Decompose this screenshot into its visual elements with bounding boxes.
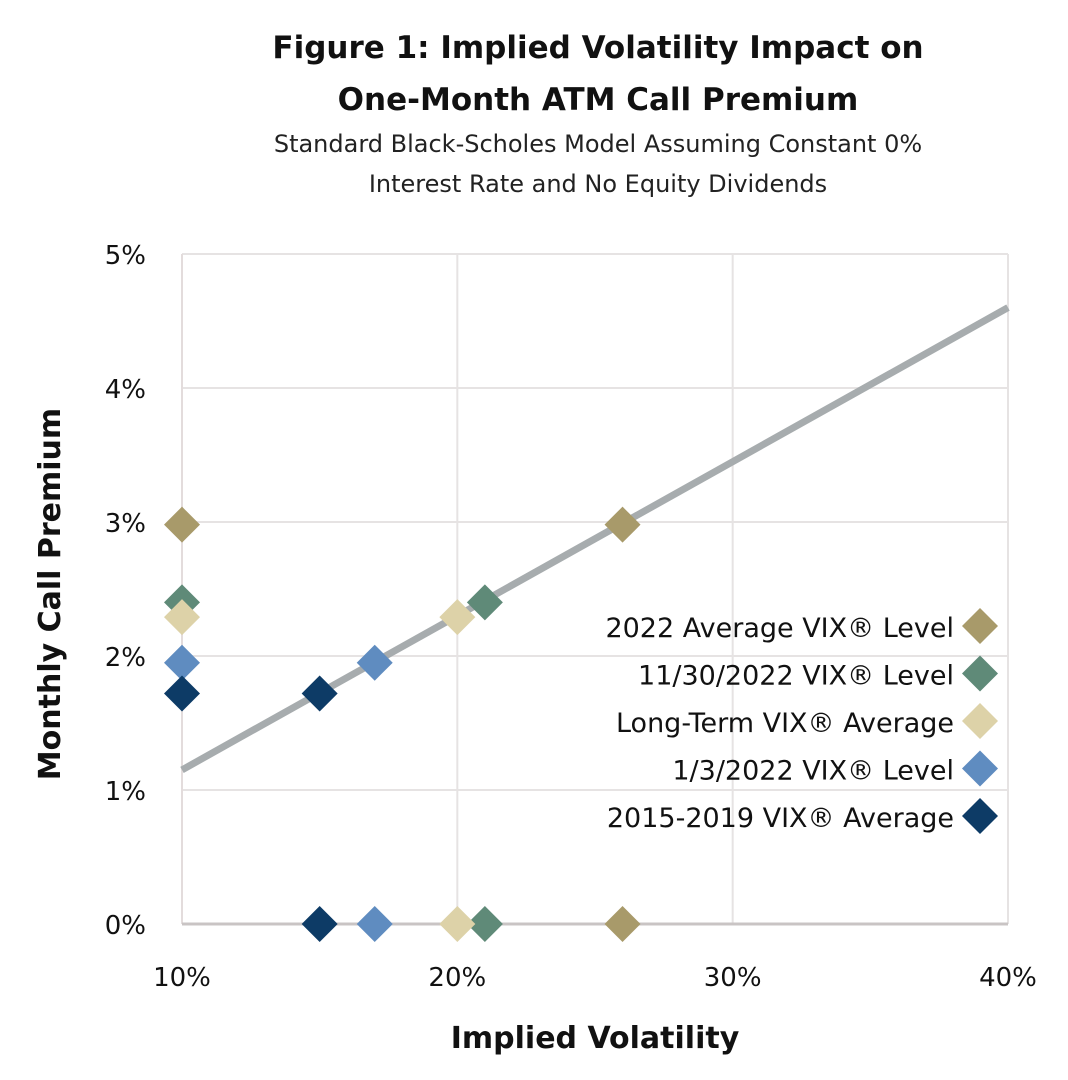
legend-label: 11/30/2022 VIX® Level <box>638 661 954 692</box>
x-axis-label: Implied Volatility <box>451 1021 740 1056</box>
y-axis-marker <box>164 506 200 543</box>
x-axis-marker <box>301 906 338 942</box>
y-tick-label: 4% <box>105 375 146 405</box>
x-tick-label: 20% <box>428 963 486 993</box>
chart-title-line2: One-Month ATM Call Premium <box>337 82 859 118</box>
legend-label: Long-Term VIX® Average <box>616 708 954 739</box>
legend-marker <box>962 608 998 644</box>
y-tick-label: 1% <box>105 777 146 807</box>
x-axis-marker <box>466 906 503 942</box>
y-axis-marker <box>164 599 200 636</box>
y-axis-marker <box>164 675 200 712</box>
data-point <box>466 584 503 621</box>
legend-label: 1/3/2022 VIX® Level <box>672 756 954 787</box>
legend-marker <box>962 750 998 787</box>
legend-marker <box>962 798 998 834</box>
data-point <box>439 599 476 636</box>
x-axis-marker <box>356 906 393 942</box>
premium-curve <box>180 304 1010 773</box>
legend-marker <box>962 655 998 692</box>
chart-subtitle-line1: Standard Black-Scholes Model Assuming Co… <box>273 130 923 158</box>
y-tick-label: 2% <box>105 643 146 673</box>
legend-marker <box>962 703 998 739</box>
data-point <box>301 675 338 712</box>
y-tick-label: 5% <box>105 241 146 271</box>
x-axis-marker <box>439 906 476 942</box>
data-point <box>604 506 641 543</box>
data-point <box>356 644 393 681</box>
legend-label: 2022 Average VIX® Level <box>605 613 954 644</box>
chart-title-line1: Figure 1: Implied Volatility Impact on <box>272 30 924 66</box>
x-tick-label: 30% <box>704 963 762 993</box>
x-axis-marker <box>604 906 641 942</box>
x-tick-label: 10% <box>153 963 211 993</box>
chart-subtitle-line2: Interest Rate and No Equity Dividends <box>368 170 828 198</box>
y-tick-label: 3% <box>105 509 146 539</box>
y-axis-label: Monthly Call Premium <box>33 408 68 780</box>
y-axis-marker <box>164 644 200 681</box>
legend-label: 2015-2019 VIX® Average <box>607 803 954 834</box>
x-tick-label: 40% <box>979 963 1037 993</box>
y-tick-label: 0% <box>105 911 146 941</box>
